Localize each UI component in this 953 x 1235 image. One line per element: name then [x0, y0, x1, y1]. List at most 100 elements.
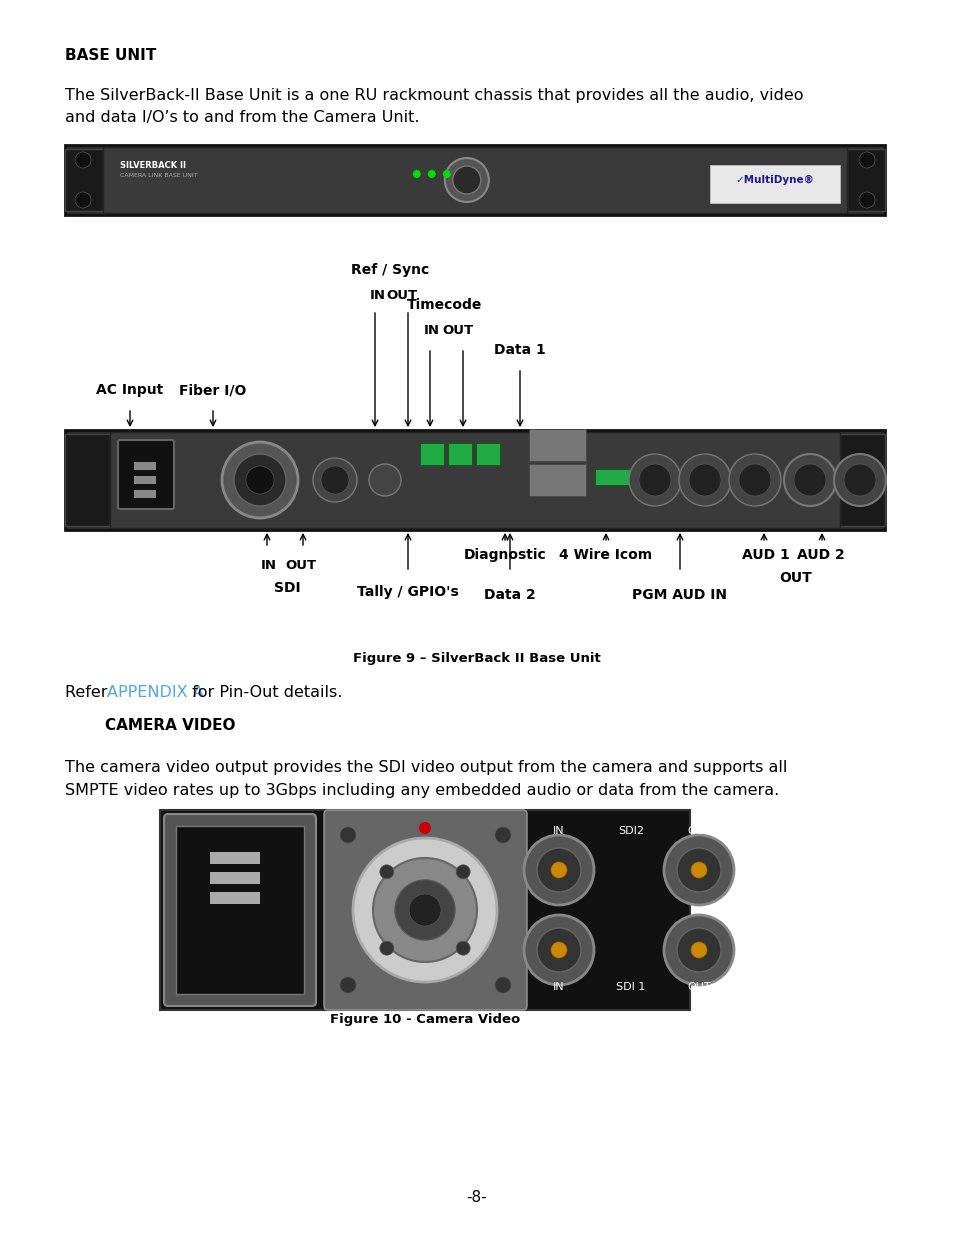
Circle shape	[690, 862, 706, 878]
Text: CAMERA LINK BASE UNIT: CAMERA LINK BASE UNIT	[120, 173, 197, 178]
Text: Data 2: Data 2	[483, 588, 536, 601]
Text: CAMERA VIDEO: CAMERA VIDEO	[105, 718, 235, 734]
Text: ✓MultiDyne®: ✓MultiDyne®	[735, 175, 814, 185]
Text: SDI: SDI	[274, 580, 300, 595]
FancyBboxPatch shape	[110, 432, 840, 529]
Text: AUD 1: AUD 1	[741, 548, 789, 562]
Text: IN: IN	[553, 826, 564, 836]
FancyBboxPatch shape	[419, 443, 443, 466]
Text: 4 Wire Icom: 4 Wire Icom	[558, 548, 652, 562]
FancyBboxPatch shape	[846, 149, 884, 211]
Circle shape	[858, 152, 874, 168]
Text: -8-: -8-	[466, 1191, 487, 1205]
FancyBboxPatch shape	[65, 144, 884, 215]
Circle shape	[456, 864, 470, 879]
Circle shape	[793, 464, 825, 496]
Circle shape	[456, 941, 470, 955]
FancyBboxPatch shape	[118, 440, 173, 509]
Text: Fiber I/O: Fiber I/O	[179, 383, 247, 396]
FancyBboxPatch shape	[103, 147, 846, 212]
Text: OUT: OUT	[686, 826, 710, 836]
Circle shape	[551, 942, 566, 958]
Circle shape	[523, 835, 594, 905]
Bar	[210, 872, 260, 884]
Text: AC Input: AC Input	[96, 383, 164, 396]
Text: IN: IN	[553, 982, 564, 992]
Circle shape	[739, 464, 770, 496]
FancyBboxPatch shape	[840, 433, 884, 526]
Text: AUD 2: AUD 2	[797, 548, 844, 562]
Bar	[133, 475, 156, 484]
Circle shape	[495, 827, 511, 844]
Circle shape	[690, 942, 706, 958]
FancyBboxPatch shape	[529, 429, 585, 461]
Circle shape	[409, 894, 440, 926]
Bar	[133, 490, 156, 498]
Circle shape	[320, 466, 349, 494]
FancyBboxPatch shape	[164, 814, 315, 1007]
FancyBboxPatch shape	[595, 469, 633, 485]
Text: Diagnostic: Diagnostic	[463, 548, 546, 562]
Circle shape	[679, 454, 730, 506]
Circle shape	[418, 823, 431, 834]
Circle shape	[833, 454, 885, 506]
Circle shape	[353, 839, 497, 982]
Circle shape	[373, 858, 476, 962]
Text: The SilverBack-II Base Unit is a one RU rackmount chassis that provides all the : The SilverBack-II Base Unit is a one RU …	[65, 88, 802, 103]
Circle shape	[677, 848, 720, 892]
Circle shape	[442, 170, 451, 178]
Circle shape	[413, 170, 420, 178]
Circle shape	[728, 454, 781, 506]
Circle shape	[453, 165, 480, 194]
Circle shape	[379, 941, 394, 955]
Text: and data I/O’s to and from the Camera Unit.: and data I/O’s to and from the Camera Un…	[65, 110, 419, 125]
FancyBboxPatch shape	[476, 443, 499, 466]
Circle shape	[858, 191, 874, 207]
Circle shape	[628, 454, 680, 506]
Text: SDI 1: SDI 1	[616, 982, 645, 992]
Text: Timecode: Timecode	[407, 298, 482, 312]
Text: IN: IN	[370, 289, 386, 301]
Circle shape	[313, 458, 356, 501]
Circle shape	[663, 915, 733, 986]
Text: APPENDIX A: APPENDIX A	[107, 685, 204, 700]
Circle shape	[523, 915, 594, 986]
FancyBboxPatch shape	[709, 165, 840, 203]
FancyBboxPatch shape	[531, 811, 681, 1008]
Circle shape	[395, 881, 455, 940]
Circle shape	[843, 464, 875, 496]
Circle shape	[379, 864, 394, 879]
FancyBboxPatch shape	[65, 430, 884, 530]
Circle shape	[495, 977, 511, 993]
Text: Data 1: Data 1	[494, 343, 545, 357]
Bar	[133, 462, 156, 471]
Circle shape	[537, 927, 580, 972]
Circle shape	[537, 848, 580, 892]
Circle shape	[677, 927, 720, 972]
Circle shape	[551, 862, 566, 878]
FancyBboxPatch shape	[448, 443, 472, 466]
FancyBboxPatch shape	[65, 433, 110, 526]
FancyBboxPatch shape	[529, 464, 585, 496]
Text: OUT: OUT	[386, 289, 417, 301]
Text: OUT: OUT	[442, 324, 473, 336]
Circle shape	[663, 835, 733, 905]
Circle shape	[783, 454, 835, 506]
Text: OUT: OUT	[779, 571, 812, 585]
Text: BASE UNIT: BASE UNIT	[65, 48, 156, 63]
Text: The camera video output provides the SDI video output from the camera and suppor: The camera video output provides the SDI…	[65, 760, 786, 776]
Circle shape	[339, 827, 355, 844]
FancyBboxPatch shape	[324, 810, 526, 1010]
Text: SILVERBACK II: SILVERBACK II	[120, 161, 186, 169]
Text: PGM AUD IN: PGM AUD IN	[632, 588, 727, 601]
Bar	[210, 852, 260, 864]
Text: IN: IN	[261, 558, 276, 572]
Text: Refer: Refer	[65, 685, 112, 700]
Text: OUT: OUT	[686, 982, 710, 992]
Circle shape	[444, 158, 488, 203]
FancyBboxPatch shape	[65, 149, 103, 211]
Circle shape	[75, 191, 91, 207]
Text: Figure 9 – SilverBack II Base Unit: Figure 9 – SilverBack II Base Unit	[353, 652, 600, 664]
Circle shape	[233, 454, 286, 506]
Circle shape	[339, 977, 355, 993]
